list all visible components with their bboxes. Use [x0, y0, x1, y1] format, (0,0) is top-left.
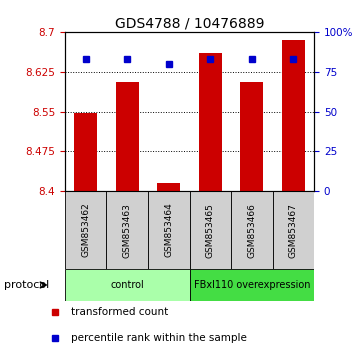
Text: GSM853467: GSM853467 — [289, 202, 298, 258]
Text: GSM853464: GSM853464 — [164, 203, 173, 257]
Bar — [116, 82, 139, 191]
Text: GSM853466: GSM853466 — [247, 202, 256, 258]
Bar — [65, 269, 190, 301]
Bar — [273, 191, 314, 269]
Bar — [199, 53, 222, 191]
Text: control: control — [110, 280, 144, 290]
Bar — [148, 191, 190, 269]
Text: GSM853463: GSM853463 — [123, 202, 132, 258]
Bar — [231, 191, 273, 269]
Text: percentile rank within the sample: percentile rank within the sample — [71, 333, 247, 343]
Bar — [282, 40, 305, 191]
Bar — [65, 191, 106, 269]
Bar — [190, 269, 314, 301]
Bar — [157, 183, 180, 191]
Bar — [106, 191, 148, 269]
Text: FBxl110 overexpression: FBxl110 overexpression — [193, 280, 310, 290]
Bar — [240, 82, 263, 191]
Bar — [190, 191, 231, 269]
Text: GSM853462: GSM853462 — [81, 203, 90, 257]
Text: protocol: protocol — [4, 280, 49, 290]
Bar — [74, 113, 97, 191]
Text: transformed count: transformed count — [71, 307, 168, 318]
Text: GSM853465: GSM853465 — [206, 202, 215, 258]
Title: GDS4788 / 10476889: GDS4788 / 10476889 — [115, 17, 264, 31]
